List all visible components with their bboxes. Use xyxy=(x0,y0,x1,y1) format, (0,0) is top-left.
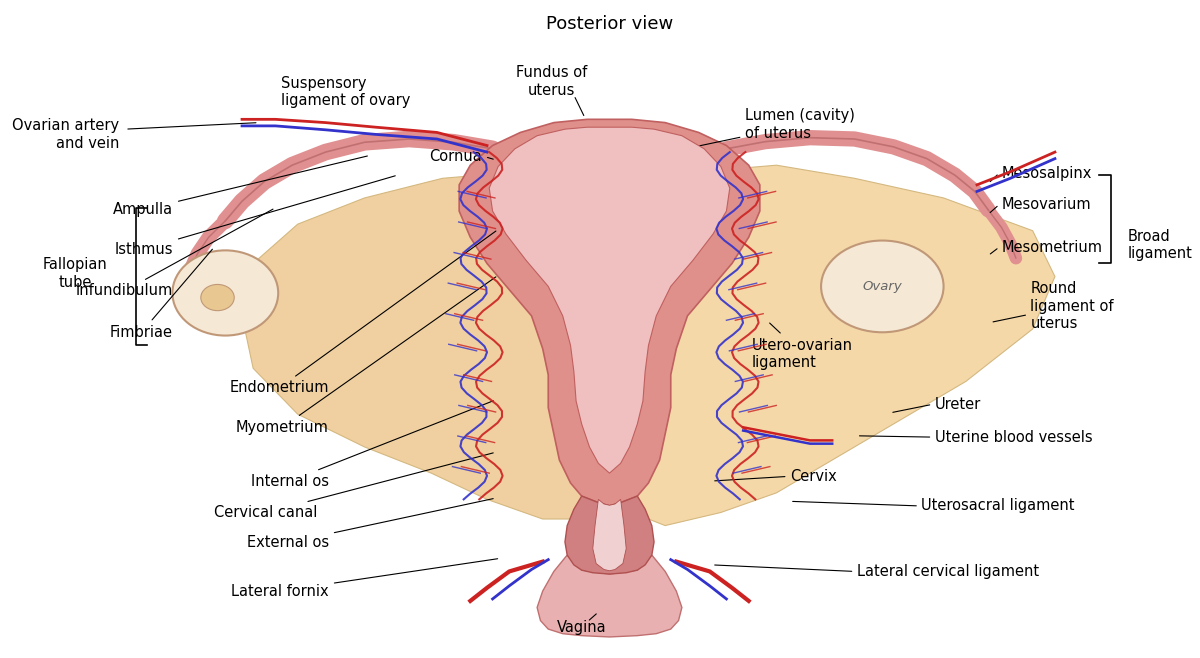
Polygon shape xyxy=(490,127,730,473)
Ellipse shape xyxy=(200,284,234,311)
Text: Posterior view: Posterior view xyxy=(546,15,673,34)
Text: Broad
ligament: Broad ligament xyxy=(1127,229,1192,261)
Polygon shape xyxy=(565,496,654,574)
Text: Mesometrium: Mesometrium xyxy=(1002,240,1103,255)
Text: Ureter: Ureter xyxy=(935,397,980,412)
Text: Suspensory
ligament of ovary: Suspensory ligament of ovary xyxy=(281,76,410,108)
Text: Myometrium: Myometrium xyxy=(236,277,496,435)
Text: Cervical canal: Cervical canal xyxy=(215,453,493,520)
Text: Lumen (cavity)
of uterus: Lumen (cavity) of uterus xyxy=(688,109,856,148)
Text: Body of
uterus: Body of uterus xyxy=(590,303,646,336)
Text: Lateral cervical ligament: Lateral cervical ligament xyxy=(857,564,1039,579)
Text: Mesovarium: Mesovarium xyxy=(1002,197,1091,212)
Text: Uterosacral ligament: Uterosacral ligament xyxy=(922,498,1075,513)
Text: Isthmus: Isthmus xyxy=(114,176,395,257)
Text: Lateral fornix: Lateral fornix xyxy=(232,559,498,599)
Text: Uterine blood vessels: Uterine blood vessels xyxy=(935,430,1092,445)
Ellipse shape xyxy=(821,241,943,332)
Text: Fundus of
uterus: Fundus of uterus xyxy=(516,65,587,97)
Polygon shape xyxy=(610,165,1055,526)
Text: Ampulla: Ampulla xyxy=(113,156,367,217)
Text: Vagina: Vagina xyxy=(557,620,606,634)
Text: Cervix: Cervix xyxy=(790,469,836,484)
Text: Internal os: Internal os xyxy=(251,401,493,488)
Text: Fallopian
tube: Fallopian tube xyxy=(43,257,107,290)
Text: Fimbriae: Fimbriae xyxy=(110,249,212,340)
Text: Round
ligament of
uterus: Round ligament of uterus xyxy=(1031,281,1114,331)
Text: Mesosalpinx: Mesosalpinx xyxy=(1002,166,1092,180)
Text: Ovary: Ovary xyxy=(863,280,902,293)
Text: Infundibulum: Infundibulum xyxy=(76,209,272,299)
Text: Cornua: Cornua xyxy=(428,149,481,164)
Text: Utero-ovarian
ligament: Utero-ovarian ligament xyxy=(752,323,853,370)
Polygon shape xyxy=(460,119,760,506)
Text: Ovarian artery
and vein: Ovarian artery and vein xyxy=(12,118,120,151)
Text: Endometrium: Endometrium xyxy=(229,231,496,395)
Polygon shape xyxy=(242,172,610,519)
Text: External os: External os xyxy=(247,499,493,550)
Polygon shape xyxy=(593,499,626,570)
Polygon shape xyxy=(538,555,682,637)
Ellipse shape xyxy=(173,251,278,336)
